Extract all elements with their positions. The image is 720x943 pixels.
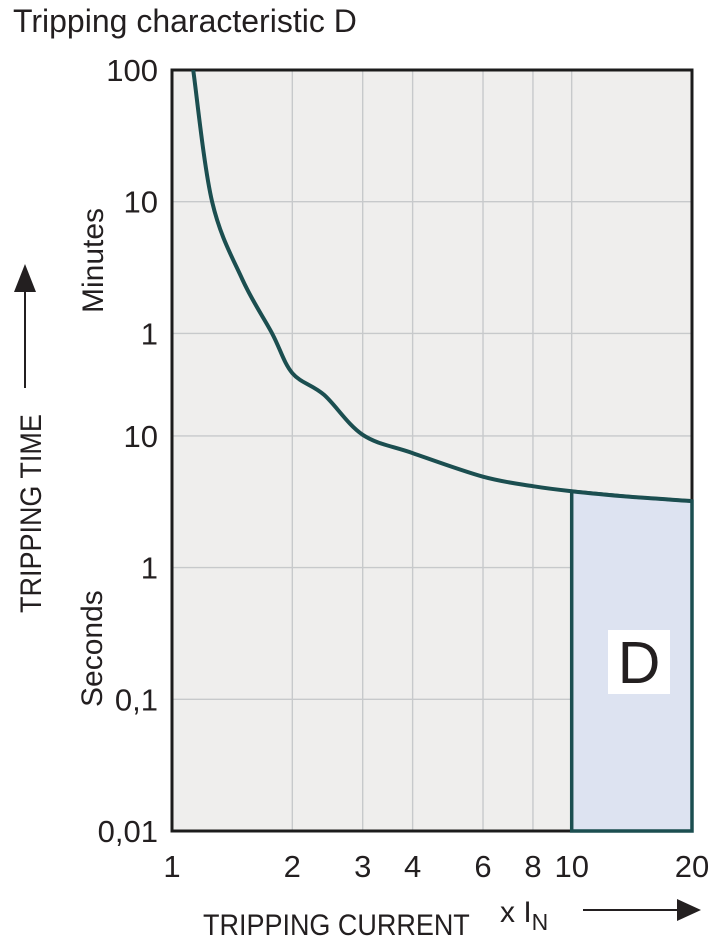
- x-axis-arrow-head: [677, 899, 701, 921]
- y-tick-label: 0,01: [98, 814, 158, 849]
- y-axis-arrow-head: [14, 264, 36, 292]
- y-tick-label: 10: [124, 419, 158, 454]
- x-axis-title: TRIPPING CURRENT: [203, 909, 470, 943]
- x-tick-label: 8: [524, 849, 541, 884]
- y-axis-unit-minutes: Minutes: [77, 208, 110, 313]
- y-tick-label: 10: [124, 185, 158, 220]
- y-tick-label: 100: [106, 53, 158, 88]
- region-d-label-box: [608, 630, 670, 694]
- x-tick-label: 2: [284, 849, 301, 884]
- x-axis-unit-text: x I: [500, 896, 532, 929]
- x-axis-unit: x IN: [500, 896, 548, 935]
- chart-title: Tripping characteristic D: [13, 3, 357, 39]
- y-axis-arrow: [14, 264, 36, 388]
- x-tick-label: 1: [163, 849, 180, 884]
- plot-border: [170, 68, 694, 833]
- y-axis-unit-seconds: Seconds: [76, 590, 109, 707]
- y-tick-label: 1: [141, 551, 158, 586]
- y-axis-title: TRIPPING TIME: [15, 414, 49, 613]
- x-tick-label: 3: [354, 849, 371, 884]
- tripping-curve: [191, 70, 693, 504]
- x-axis-unit-subscript: N: [532, 909, 549, 935]
- x-tick-label: 20: [675, 849, 709, 884]
- region-d-label: D: [618, 630, 661, 696]
- x-tick-label: 10: [554, 849, 588, 884]
- x-tick-label: 6: [474, 849, 491, 884]
- y-tick-label: 1: [141, 316, 158, 351]
- y-tick-label: 0,1: [115, 682, 158, 717]
- x-tick-label: 4: [404, 849, 421, 884]
- x-axis-arrow: [583, 899, 701, 921]
